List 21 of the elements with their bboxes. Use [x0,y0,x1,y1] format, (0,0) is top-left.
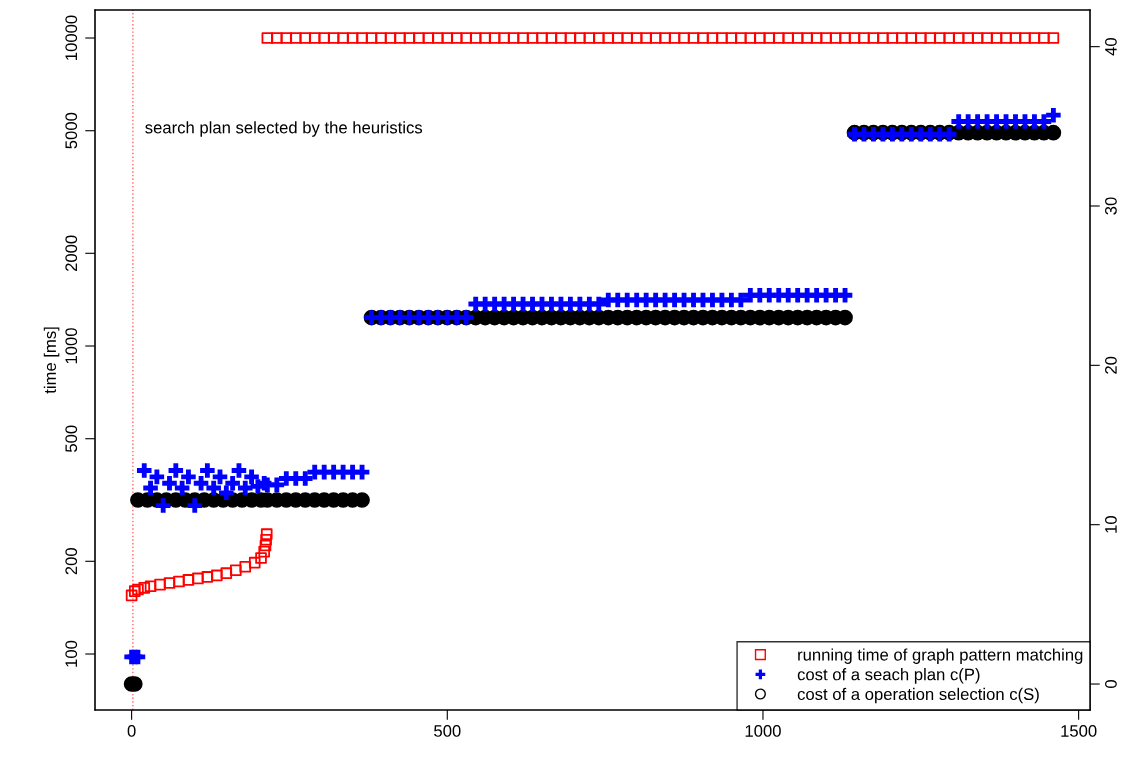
y-tick-label: 2000 [65,235,78,271]
y-tick-label: 200 [65,548,78,575]
y-tick-label: 10000 [65,15,78,60]
y2-tick-label: 30 [1105,197,1117,215]
legend-label: cost of a seach plan c(P) [797,668,980,684]
y2-tick-label: 10 [1105,516,1117,533]
y-tick-label: 1000 [65,328,78,364]
y-tick-label: 100 [65,640,78,667]
x-tick-label: 0 [127,725,136,737]
y2-tick-label: 20 [1105,356,1117,374]
y-tick-label: 5000 [65,112,78,149]
x-tick-label: 1000 [745,725,781,737]
y2-tick-label: 0 [1105,680,1117,689]
legend-label: running time of graph pattern matching [798,648,1083,664]
x-tick-label: 1500 [1061,725,1097,737]
y-tick-label: 500 [65,425,78,452]
y2-tick-label: 40 [1105,38,1117,56]
x-tick-label: 500 [434,725,461,737]
legend-label: cost of a operation selection c(S) [797,687,1039,704]
annotation: search plan selected by the heuristics [145,121,423,137]
y-axis-title: time [ms] [43,327,60,394]
